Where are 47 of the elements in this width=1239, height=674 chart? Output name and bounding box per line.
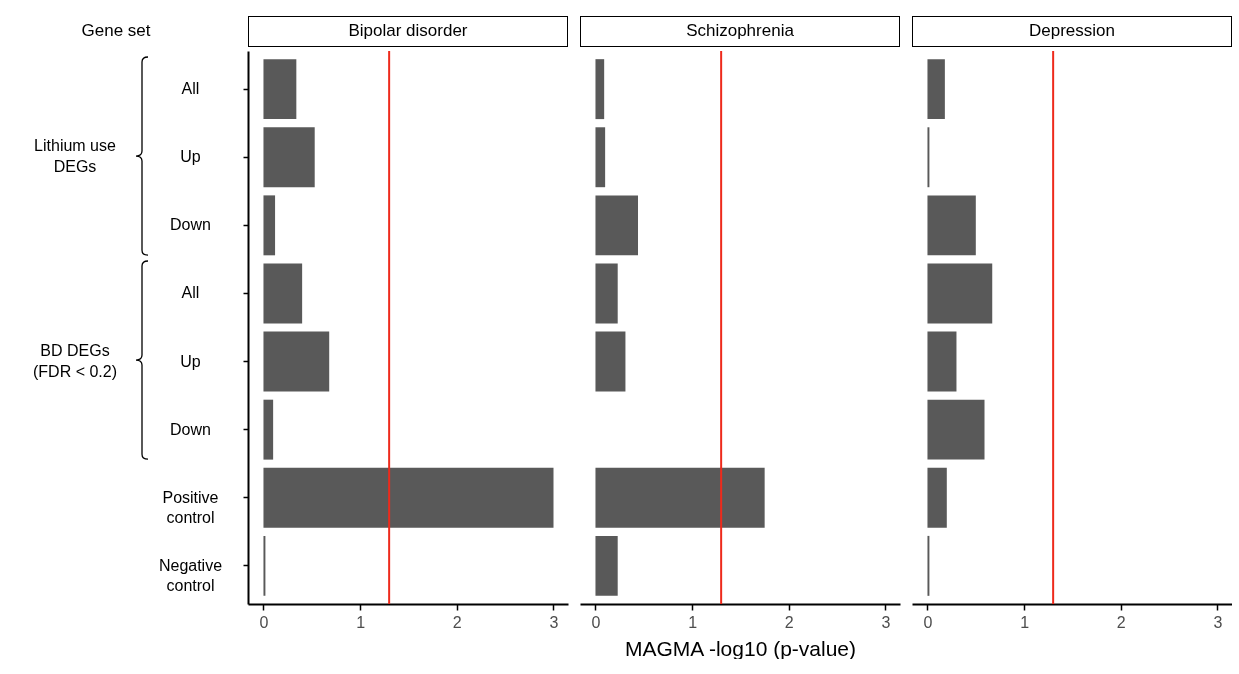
y-tick-label: Up	[180, 352, 201, 370]
bar	[263, 195, 276, 256]
bar	[595, 263, 618, 324]
y-axis-title: Gene set	[80, 20, 152, 41]
text: BD DEGs (FDR < 0.2)	[32, 340, 118, 382]
x-tick-label: 2	[1116, 613, 1126, 631]
bar	[595, 467, 765, 528]
x-tick-label: 3	[549, 613, 559, 631]
bar	[595, 535, 618, 596]
bar	[263, 263, 303, 324]
bar	[263, 467, 554, 528]
x-tick-label: 0	[591, 613, 601, 631]
bar	[263, 59, 297, 120]
bar	[263, 331, 330, 392]
x-tick-label: 3	[1213, 613, 1223, 631]
y-tick-label: Down	[170, 216, 211, 234]
y-tick-label: All	[181, 80, 200, 98]
x-tick-label: 2	[784, 613, 794, 631]
bar	[595, 59, 605, 120]
bar	[927, 331, 957, 392]
bar	[927, 195, 976, 256]
bar	[263, 127, 315, 188]
bar	[927, 399, 985, 460]
bar	[927, 467, 947, 528]
x-tick-label: 1	[1020, 613, 1030, 631]
panel-header-frame: Bipolar disorder	[248, 16, 568, 47]
y-tick-label: All	[181, 284, 200, 302]
bar	[595, 195, 639, 256]
y-tick-label: Down	[170, 420, 211, 438]
x-axis-title: MAGMA -log10 (p-value)	[624, 636, 857, 660]
x-tick-label: 3	[881, 613, 891, 631]
bar	[927, 263, 993, 324]
y-tick-label: Positive control	[162, 488, 219, 526]
panel-header-frame: Schizophrenia	[580, 16, 900, 47]
x-tick-label: 1	[356, 613, 366, 631]
panel-header-frame: Depression	[912, 16, 1232, 47]
x-tick-label: 0	[259, 613, 269, 631]
y-tick-label: Up	[180, 148, 201, 166]
y-tick-label: Negative control	[158, 556, 223, 594]
bar	[595, 127, 606, 188]
x-tick-label: 0	[923, 613, 933, 631]
x-tick-label: 2	[452, 613, 462, 631]
bar	[927, 59, 945, 120]
x-tick-label: 1	[688, 613, 698, 631]
bar	[595, 331, 626, 392]
text: Lithium use DEGs	[33, 136, 117, 178]
bar	[263, 399, 274, 460]
